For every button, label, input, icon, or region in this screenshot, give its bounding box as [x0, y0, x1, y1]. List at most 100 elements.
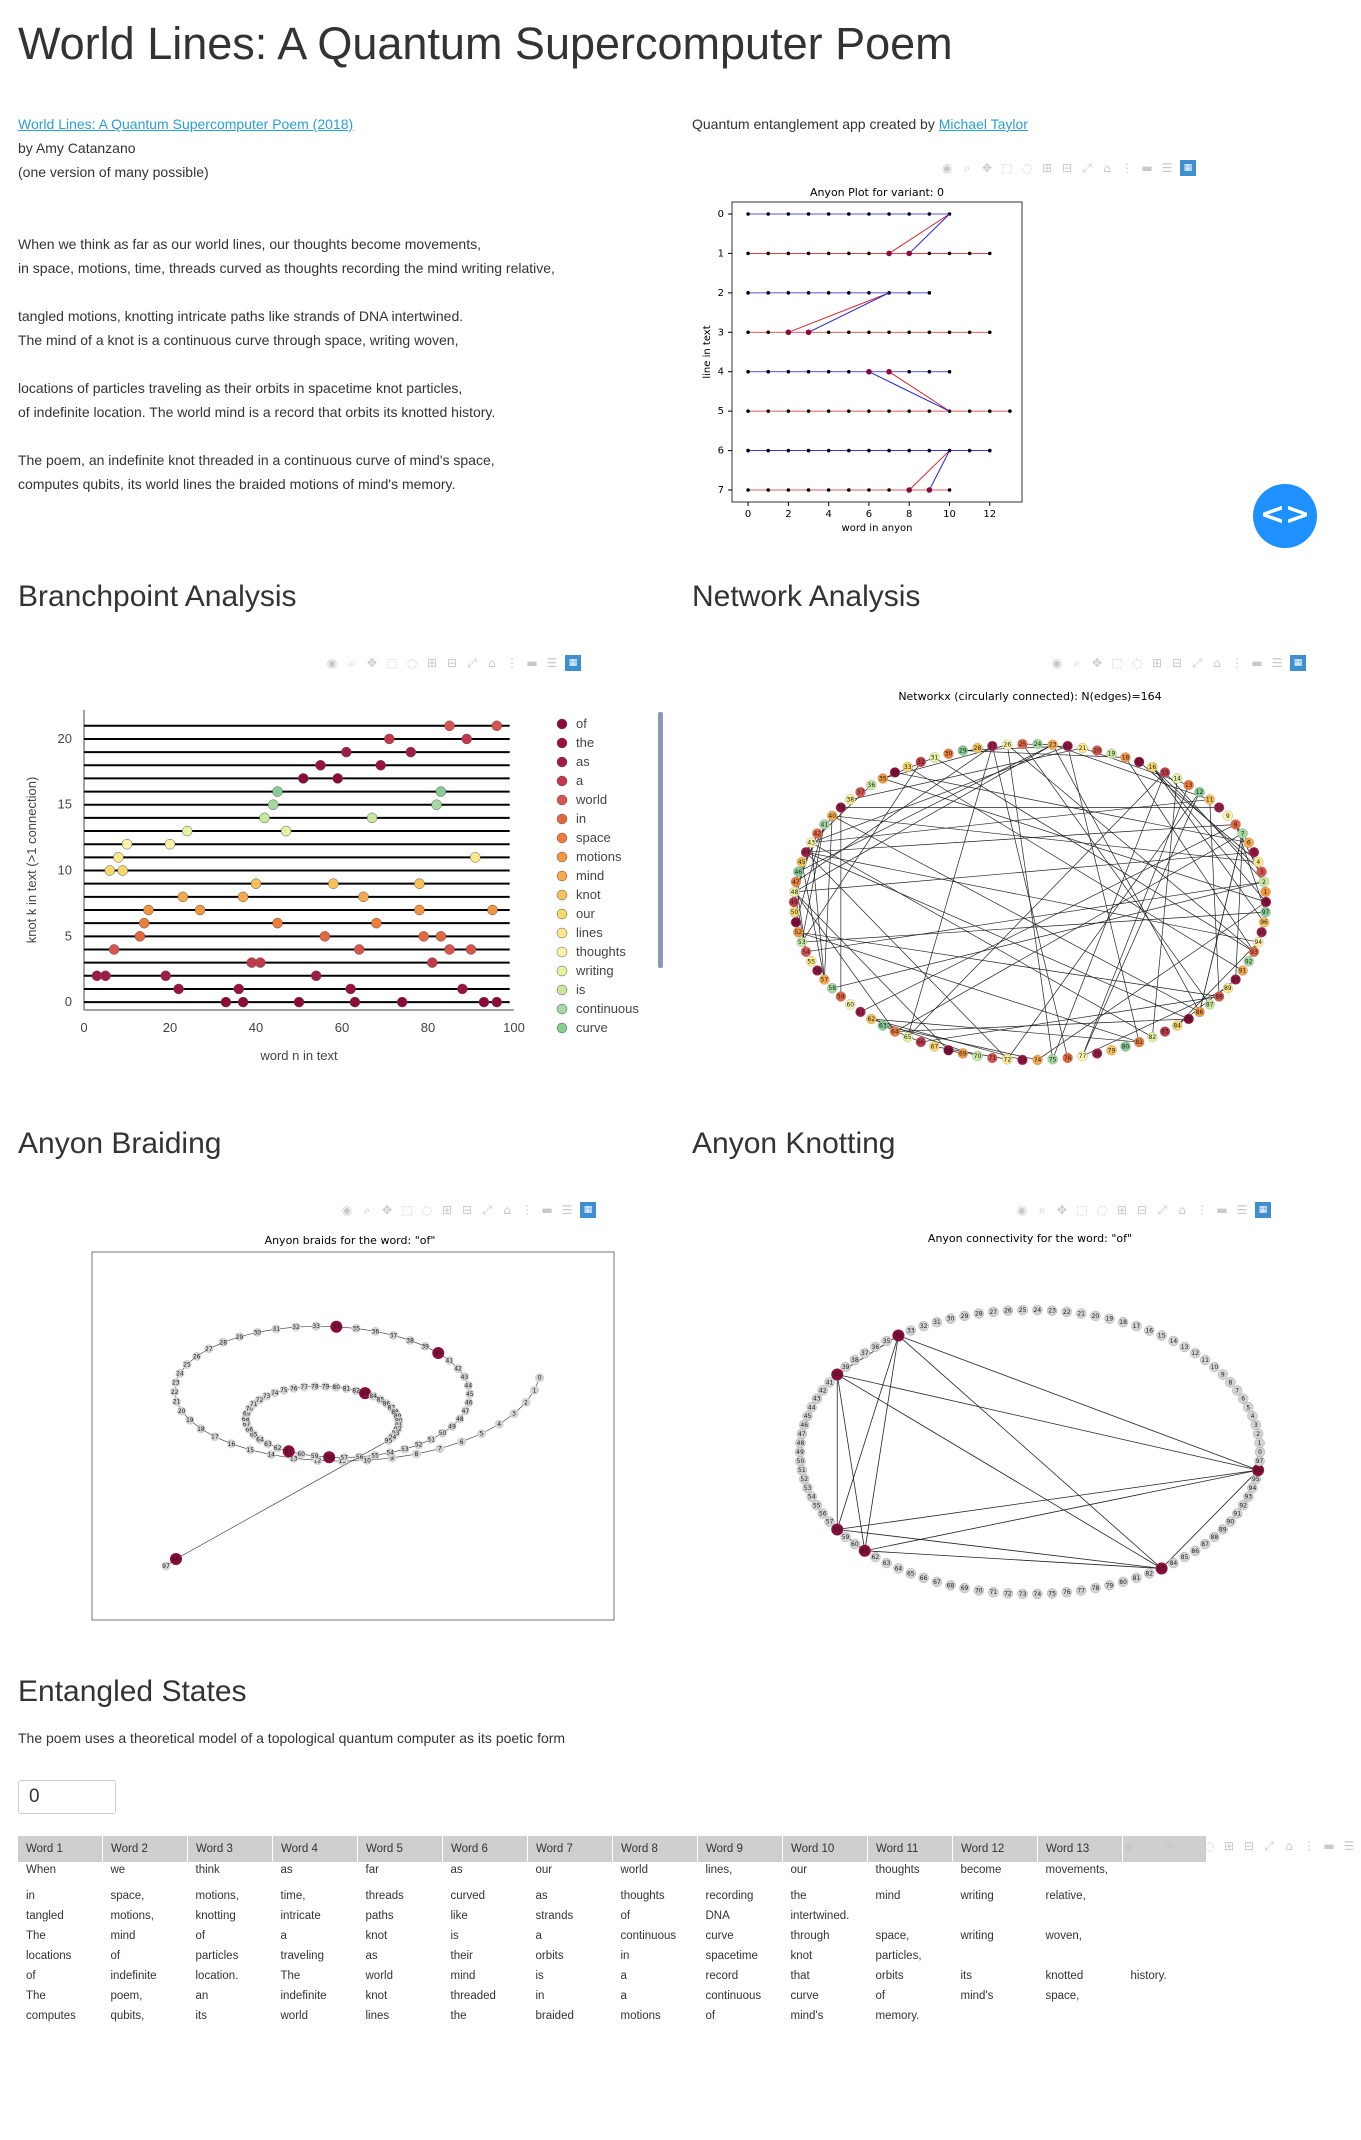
column-header[interactable]: Word 6	[442, 1836, 528, 1862]
autoscale-icon[interactable]: ⤢	[1264, 1839, 1274, 1853]
lasso-icon[interactable]: ◌	[1021, 161, 1033, 175]
branchpoint-chart[interactable]: 0 20 40 60 80 100 0 5 10 15 20 word n in text knot k…	[10, 680, 670, 1110]
spike-icon[interactable]: ⋮	[1121, 161, 1133, 175]
zoom-out-icon[interactable]: ⊟	[461, 1203, 473, 1217]
braids-chart[interactable]: Anyon braids for the word: "of"012345678…	[10, 1222, 670, 1642]
column-header[interactable]: Word 1	[18, 1836, 103, 1862]
modebar-knotting[interactable]: ◉ ⌕ ✥ ⬚ ◌ ⊞ ⊟ ⤢ ⌂ ⋮ ▬ ☰ ▦	[1015, 1202, 1271, 1218]
autoscale-icon[interactable]: ⤢	[1082, 161, 1092, 175]
spike-icon[interactable]: ⋮	[1196, 1203, 1208, 1217]
column-header[interactable]: Word 5	[357, 1836, 443, 1862]
author-link[interactable]: Michael Taylor	[938, 116, 1028, 132]
column-header[interactable]: Word 8	[612, 1836, 698, 1862]
box-select-icon[interactable]: ⬚	[1111, 656, 1123, 670]
autoscale-icon[interactable]: ⤢	[482, 1203, 492, 1217]
modebar-anyon[interactable]: ◉ ⌕ ✥ ⬚ ◌ ⊞ ⊟ ⤢ ⌂ ⋮ ▬ ☰ ▦	[940, 160, 1196, 176]
spike-icon[interactable]: ⋮	[506, 656, 518, 670]
zoom-icon[interactable]: ⌕	[1145, 1839, 1153, 1853]
plotly-logo[interactable]: ▦	[565, 655, 581, 671]
variant-input[interactable]	[18, 1780, 116, 1814]
reset-icon[interactable]: ⌂	[488, 656, 496, 670]
reset-icon[interactable]: ⌂	[1103, 161, 1111, 175]
hover-compare-icon[interactable]: ☰	[561, 1203, 573, 1217]
reset-icon[interactable]: ⌂	[1178, 1203, 1186, 1217]
camera-icon[interactable]: ◉	[326, 656, 338, 670]
poem-link[interactable]: World Lines: A Quantum Supercomputer Poe…	[18, 116, 354, 132]
lasso-icon[interactable]: ◌	[1131, 656, 1143, 670]
hover-closest-icon[interactable]: ▬	[1141, 161, 1153, 175]
zoom-out-icon[interactable]: ⊟	[1136, 1203, 1148, 1217]
zoom-in-icon[interactable]: ⊞	[441, 1203, 453, 1217]
box-select-icon[interactable]: ⬚	[1001, 161, 1013, 175]
box-select-icon[interactable]: ⬚	[1183, 1839, 1195, 1853]
modebar-table[interactable]: ◉⌕✥⬚◌⊞⊟⤢⌂⋮▬☰▦	[1122, 1838, 1361, 1854]
pan-icon[interactable]: ✥	[1091, 656, 1103, 670]
camera-icon[interactable]: ◉	[341, 1203, 353, 1217]
box-select-icon[interactable]: ⬚	[1076, 1203, 1088, 1217]
code-toggle-button[interactable]: <>	[1253, 484, 1317, 548]
box-select-icon[interactable]: ⬚	[401, 1203, 413, 1217]
zoom-icon[interactable]: ⌕	[1073, 656, 1081, 670]
autoscale-icon[interactable]: ⤢	[467, 656, 477, 670]
legend-scrollbar[interactable]	[658, 712, 663, 968]
camera-icon[interactable]: ◉	[1123, 1839, 1135, 1853]
zoom-out-icon[interactable]: ⊟	[446, 656, 458, 670]
hover-closest-icon[interactable]: ▬	[1251, 656, 1263, 670]
hover-compare-icon[interactable]: ☰	[1161, 161, 1173, 175]
column-header[interactable]: Word 4	[272, 1836, 358, 1862]
hover-compare-icon[interactable]: ☰	[546, 656, 558, 670]
modebar-branchpoint[interactable]: ◉ ⌕ ✥ ⬚ ◌ ⊞ ⊟ ⤢ ⌂ ⋮ ▬ ☰ ▦	[325, 655, 581, 671]
reset-icon[interactable]: ⌂	[503, 1203, 511, 1217]
zoom-in-icon[interactable]: ⊞	[1041, 161, 1053, 175]
pan-icon[interactable]: ✥	[381, 1203, 393, 1217]
column-header[interactable]: Word 3	[187, 1836, 273, 1862]
hover-closest-icon[interactable]: ▬	[1323, 1839, 1335, 1853]
zoom-in-icon[interactable]: ⊞	[1223, 1839, 1235, 1853]
column-header[interactable]: Word 7	[527, 1836, 613, 1862]
modebar-network[interactable]: ◉ ⌕ ✥ ⬚ ◌ ⊞ ⊟ ⤢ ⌂ ⋮ ▬ ☰ ▦	[1050, 655, 1306, 671]
network-chart[interactable]: Networkx (circularly connected): N(edges…	[692, 680, 1352, 1080]
spike-icon[interactable]: ⋮	[1303, 1839, 1315, 1853]
modebar-braiding[interactable]: ◉ ⌕ ✥ ⬚ ◌ ⊞ ⊟ ⤢ ⌂ ⋮ ▬ ☰ ▦	[340, 1202, 596, 1218]
autoscale-icon[interactable]: ⤢	[1157, 1203, 1167, 1217]
zoom-icon[interactable]: ⌕	[348, 656, 356, 670]
pan-icon[interactable]: ✥	[366, 656, 378, 670]
column-header[interactable]: Word 2	[102, 1836, 188, 1862]
lasso-icon[interactable]: ◌	[1203, 1839, 1215, 1853]
camera-icon[interactable]: ◉	[1051, 656, 1063, 670]
autoscale-icon[interactable]: ⤢	[1192, 656, 1202, 670]
pan-icon[interactable]: ✥	[1163, 1839, 1175, 1853]
box-select-icon[interactable]: ⬚	[386, 656, 398, 670]
plotly-logo[interactable]: ▦	[1255, 1202, 1271, 1218]
zoom-icon[interactable]: ⌕	[363, 1203, 371, 1217]
zoom-out-icon[interactable]: ⊟	[1061, 161, 1073, 175]
camera-icon[interactable]: ◉	[1016, 1203, 1028, 1217]
hover-closest-icon[interactable]: ▬	[526, 656, 538, 670]
reset-icon[interactable]: ⌂	[1213, 656, 1221, 670]
zoom-icon[interactable]: ⌕	[963, 161, 971, 175]
reset-icon[interactable]: ⌂	[1285, 1839, 1293, 1853]
column-header[interactable]: Word 11	[867, 1836, 953, 1862]
lasso-icon[interactable]: ◌	[1096, 1203, 1108, 1217]
zoom-in-icon[interactable]: ⊞	[1151, 656, 1163, 670]
plotly-logo[interactable]: ▦	[1180, 160, 1196, 176]
spike-icon[interactable]: ⋮	[521, 1203, 533, 1217]
hover-compare-icon[interactable]: ☰	[1343, 1839, 1355, 1853]
column-header[interactable]: Word 10	[782, 1836, 868, 1862]
pan-icon[interactable]: ✥	[981, 161, 993, 175]
plotly-logo[interactable]: ▦	[580, 1202, 596, 1218]
spike-icon[interactable]: ⋮	[1231, 656, 1243, 670]
hover-compare-icon[interactable]: ☰	[1236, 1203, 1248, 1217]
zoom-in-icon[interactable]: ⊞	[426, 656, 438, 670]
zoom-in-icon[interactable]: ⊞	[1116, 1203, 1128, 1217]
zoom-icon[interactable]: ⌕	[1038, 1203, 1046, 1217]
column-header[interactable]: Word 13	[1037, 1836, 1123, 1862]
zoom-out-icon[interactable]: ⊟	[1171, 656, 1183, 670]
hover-closest-icon[interactable]: ▬	[1216, 1203, 1228, 1217]
pan-icon[interactable]: ✥	[1056, 1203, 1068, 1217]
zoom-out-icon[interactable]: ⊟	[1243, 1839, 1255, 1853]
hover-compare-icon[interactable]: ☰	[1271, 656, 1283, 670]
plotly-logo[interactable]: ▦	[1290, 655, 1306, 671]
column-header[interactable]: Word 12	[952, 1836, 1038, 1862]
lasso-icon[interactable]: ◌	[406, 656, 418, 670]
